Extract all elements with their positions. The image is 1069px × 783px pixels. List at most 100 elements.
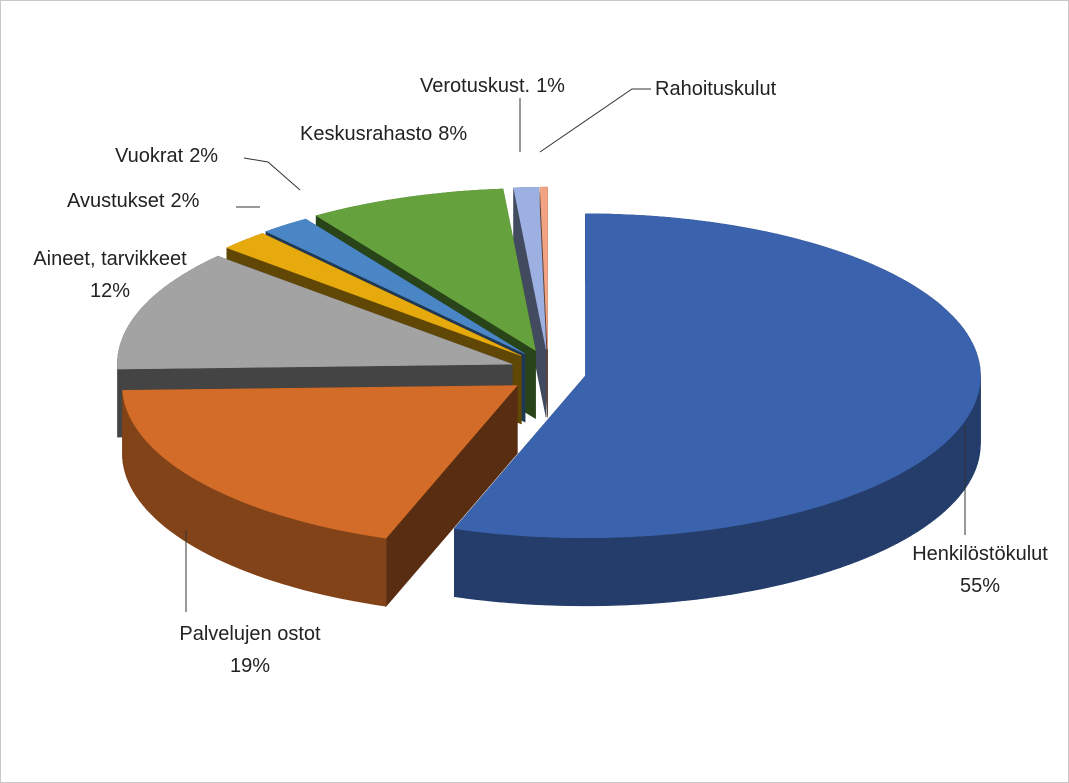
slice-side <box>945 437 951 511</box>
slice-side <box>889 474 898 548</box>
slice-side <box>639 535 652 605</box>
slice-side <box>857 489 867 562</box>
data-label: Rahoituskulut <box>655 78 777 100</box>
label-name: Vuokrat <box>115 145 184 167</box>
slice-side <box>751 520 763 592</box>
slice-side <box>322 526 334 598</box>
slice-side <box>465 529 478 600</box>
slice-side <box>139 431 144 506</box>
slice-group <box>453 213 981 607</box>
slice-side <box>910 462 919 536</box>
label-name: Avustukset <box>67 190 165 212</box>
slice-side <box>216 489 225 563</box>
leader-line <box>539 88 651 153</box>
slice-side <box>312 523 324 595</box>
leader-lines <box>185 88 966 612</box>
slice-side <box>164 458 171 532</box>
slice-side <box>673 532 686 603</box>
slice-side <box>772 515 784 587</box>
slice-side <box>935 445 942 520</box>
slice-side <box>194 478 203 552</box>
data-label: Aineet, tarvikkeet 12% <box>33 248 187 302</box>
slice-side <box>142 436 147 511</box>
slice-side <box>718 526 731 597</box>
slice-side <box>155 449 161 524</box>
slice-side <box>592 537 605 607</box>
slice-side <box>332 528 344 600</box>
slice-side <box>866 485 876 559</box>
data-label: Henkilöstökulut 55% <box>912 543 1048 597</box>
slice-side <box>929 450 936 524</box>
slice-side <box>954 428 960 503</box>
slice-side <box>917 458 925 532</box>
slice-side <box>650 534 664 604</box>
slice-side <box>499 533 512 604</box>
slice-side <box>958 423 963 498</box>
slice-side <box>792 510 804 582</box>
label-name: Rahoituskulut <box>655 78 777 100</box>
label-value: 1% <box>536 75 565 97</box>
label-name: Henkilöstökulut <box>912 543 1048 565</box>
label-value: 8% <box>438 123 467 145</box>
slice-side <box>762 518 774 590</box>
label-name: Verotuskust. <box>420 75 530 97</box>
slice-side <box>545 536 558 606</box>
slice-side <box>729 524 742 595</box>
slice-side <box>453 528 466 599</box>
slice-side <box>487 532 500 603</box>
slice-side <box>696 529 709 600</box>
slice-side <box>150 445 156 519</box>
slice-side <box>159 453 166 528</box>
slice <box>315 188 536 352</box>
slice-side <box>175 466 183 540</box>
slice-side <box>840 495 850 568</box>
slice-side <box>132 422 137 497</box>
slice-side <box>831 499 842 571</box>
slice-side <box>821 502 832 574</box>
slice <box>513 187 547 350</box>
slice-side <box>283 515 294 588</box>
data-label: Palvelujen ostot 19% <box>179 623 321 677</box>
slice-side <box>971 405 975 479</box>
slice-side <box>615 536 629 606</box>
slice-side <box>685 530 698 601</box>
slice-side <box>256 506 267 579</box>
label-value: 2% <box>170 190 199 212</box>
slice-side <box>557 537 570 607</box>
slice-side <box>364 534 376 605</box>
slice-side <box>923 454 931 528</box>
slice-side <box>353 532 365 604</box>
leader-line <box>243 157 301 191</box>
slice-side <box>239 500 249 573</box>
slice-side <box>812 505 823 577</box>
slice-side <box>274 512 285 585</box>
slice-side <box>604 536 617 607</box>
label-value: 19% <box>230 655 270 677</box>
slice-side <box>374 536 387 607</box>
slice-side <box>882 478 891 552</box>
slice-side <box>580 537 594 607</box>
data-label: Keskusrahasto 8% <box>300 123 467 145</box>
slice-group <box>122 384 518 608</box>
slice-side <box>510 534 523 605</box>
slice-side <box>965 413 970 489</box>
slice-side <box>782 513 794 585</box>
slice-side <box>968 409 972 485</box>
label-value: 55% <box>960 575 1000 597</box>
slice-side <box>522 535 535 605</box>
slice-side <box>302 521 314 593</box>
label-name: Keskusrahasto <box>300 123 432 145</box>
slice-side <box>707 527 720 599</box>
slice <box>122 385 518 539</box>
label-value: 2% <box>189 145 218 167</box>
slice <box>539 186 548 350</box>
slice-side <box>568 537 582 607</box>
slice-side <box>950 432 956 507</box>
slice-side <box>802 507 814 580</box>
slice-side <box>181 470 189 544</box>
slice-side <box>128 413 131 487</box>
slice-side <box>662 533 675 604</box>
slice <box>117 255 513 370</box>
slice-side <box>146 440 152 515</box>
slice-side <box>170 462 177 536</box>
